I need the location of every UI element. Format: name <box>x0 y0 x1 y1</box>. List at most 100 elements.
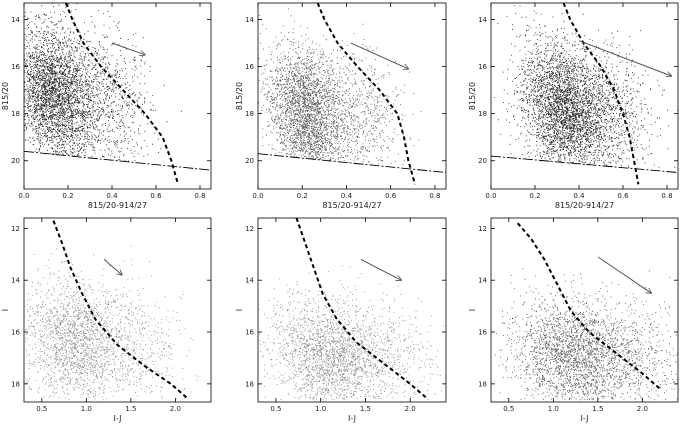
x-tick-label: 0.2 <box>62 192 73 200</box>
x-axis-label: 815/20-914/27 <box>322 201 381 210</box>
y-tick-label: 16 <box>11 63 20 71</box>
y-tick-label: 18 <box>11 110 20 118</box>
x-tick-label: 0.5 <box>270 405 281 413</box>
panel-top-middle: 0.0 0.2 0.4 0.6 0.8 14 16 18 20 815/20-914/27 815/… <box>235 2 447 210</box>
y-tick-label: 18 <box>478 110 487 118</box>
y-axis-label: I <box>468 309 477 311</box>
reddening-vector-arrow <box>350 42 409 69</box>
dashed-curve <box>562 3 640 185</box>
reddening-vector-arrow <box>360 259 401 280</box>
dashed-curve <box>52 220 190 401</box>
y-tick-label: 16 <box>245 329 254 337</box>
x-axis-label: I-J <box>580 414 588 423</box>
y-tick-label: 18 <box>245 110 254 118</box>
limit-line <box>24 150 211 171</box>
y-axis-label: 815/20 <box>1 82 10 110</box>
x-tick-label: 2.0 <box>170 405 181 413</box>
y-tick-label: 16 <box>478 329 487 337</box>
y-tick-label: 20 <box>478 157 487 165</box>
x-tick-label: 0.2 <box>297 192 308 200</box>
y-tick-label: 14 <box>11 277 20 285</box>
dashed-curve <box>64 3 179 185</box>
scatter-point-cloud <box>494 5 678 168</box>
scatter-points <box>24 3 182 162</box>
reddening-vector-arrow <box>578 40 671 76</box>
x-axis-label: I-J <box>113 414 121 423</box>
y-tick-label: 18 <box>478 380 487 388</box>
reddening-vector-arrow <box>597 256 651 293</box>
y-tick-label: 20 <box>11 157 20 165</box>
plot-frame <box>23 2 212 190</box>
plot-frame <box>490 217 679 403</box>
x-axis-label: I-J <box>348 414 356 423</box>
x-tick-label: 0.0 <box>18 192 29 200</box>
x-tick-label: 1.5 <box>360 405 371 413</box>
x-tick-label: 0.4 <box>106 192 118 200</box>
y-tick-label: 12 <box>11 225 20 233</box>
x-tick-label: 0.6 <box>617 192 629 200</box>
x-tick-label: 0.8 <box>661 192 672 200</box>
y-axis-label: 815/20 <box>235 82 244 110</box>
x-tick-label: 1.5 <box>592 405 603 413</box>
x-tick-label: 0.0 <box>252 192 263 200</box>
x-tick-label: 0.6 <box>385 192 397 200</box>
y-tick-label: 14 <box>245 16 254 24</box>
y-axis-label: I <box>235 309 244 311</box>
x-tick-label: 2.0 <box>637 405 648 413</box>
y-tick-label: 18 <box>245 380 254 388</box>
panel-bottom-left: 0.5 1.0 1.5 2.0 12 14 16 18 I-J I <box>1 217 212 423</box>
scatter-point-cloud <box>494 268 678 401</box>
scatter-point-cloud <box>24 3 182 162</box>
y-tick-label: 14 <box>478 16 487 24</box>
x-tick-label: 1.5 <box>125 405 136 413</box>
panel-top-right: 0.0 0.2 0.4 0.6 0.8 14 16 18 20 815/20-914/27 815/… <box>468 2 679 210</box>
x-tick-label: 0.5 <box>503 405 514 413</box>
panel-bottom-middle: 0.5 1.0 1.5 2.0 12 14 16 18 I-J I <box>235 217 447 423</box>
scatter-point-cloud <box>24 245 199 401</box>
x-tick-label: 1.0 <box>315 405 326 413</box>
x-tick-label: 1.0 <box>81 405 92 413</box>
y-tick-label: 16 <box>245 63 254 71</box>
y-tick-label: 14 <box>245 277 254 285</box>
x-tick-label: 0.0 <box>485 192 496 200</box>
y-tick-label: 16 <box>11 329 20 337</box>
x-tick-label: 0.8 <box>194 192 205 200</box>
x-tick-label: 1.0 <box>548 405 559 413</box>
y-axis-label: I <box>1 309 10 311</box>
y-tick-label: 12 <box>245 225 254 233</box>
scatter-point-cloud <box>258 8 422 166</box>
x-tick-label: 0.2 <box>529 192 540 200</box>
dashed-curve <box>316 3 416 185</box>
y-tick-label: 12 <box>478 225 487 233</box>
panel-bottom-right: 0.5 1.0 1.5 2.0 12 14 16 18 I-J I <box>468 217 679 423</box>
y-axis-label: 815/20 <box>468 82 477 110</box>
plot-frame <box>257 2 447 190</box>
y-tick-label: 14 <box>11 16 20 24</box>
scatter-points <box>24 245 199 401</box>
dashed-curve <box>516 222 661 390</box>
y-tick-label: 16 <box>478 63 487 71</box>
plot-frame <box>490 2 679 190</box>
panel-top-left: 0.0 0.2 0.4 0.6 0.8 14 16 18 20 815/20-914/27 815/… <box>1 2 212 210</box>
x-tick-label: 0.5 <box>36 405 47 413</box>
dashed-curve <box>295 218 429 401</box>
plot-frame <box>23 217 212 403</box>
y-tick-label: 18 <box>11 380 20 388</box>
x-tick-label: 0.6 <box>150 192 162 200</box>
y-tick-label: 20 <box>245 157 254 165</box>
scatter-point-cloud <box>258 265 446 401</box>
reddening-vector-arrow <box>111 42 145 55</box>
y-tick-label: 14 <box>478 277 487 285</box>
scatter-points <box>258 8 422 166</box>
limit-line <box>258 153 446 173</box>
x-axis-label: 815/20-914/27 <box>88 201 147 210</box>
x-tick-label: 0.4 <box>573 192 585 200</box>
x-tick-label: 0.4 <box>341 192 353 200</box>
x-tick-label: 0.8 <box>429 192 440 200</box>
scatter-points <box>494 268 678 401</box>
reddening-vector-arrow <box>103 259 122 275</box>
plot-frame <box>257 217 447 403</box>
x-tick-label: 2.0 <box>405 405 416 413</box>
limit-line <box>491 155 678 173</box>
